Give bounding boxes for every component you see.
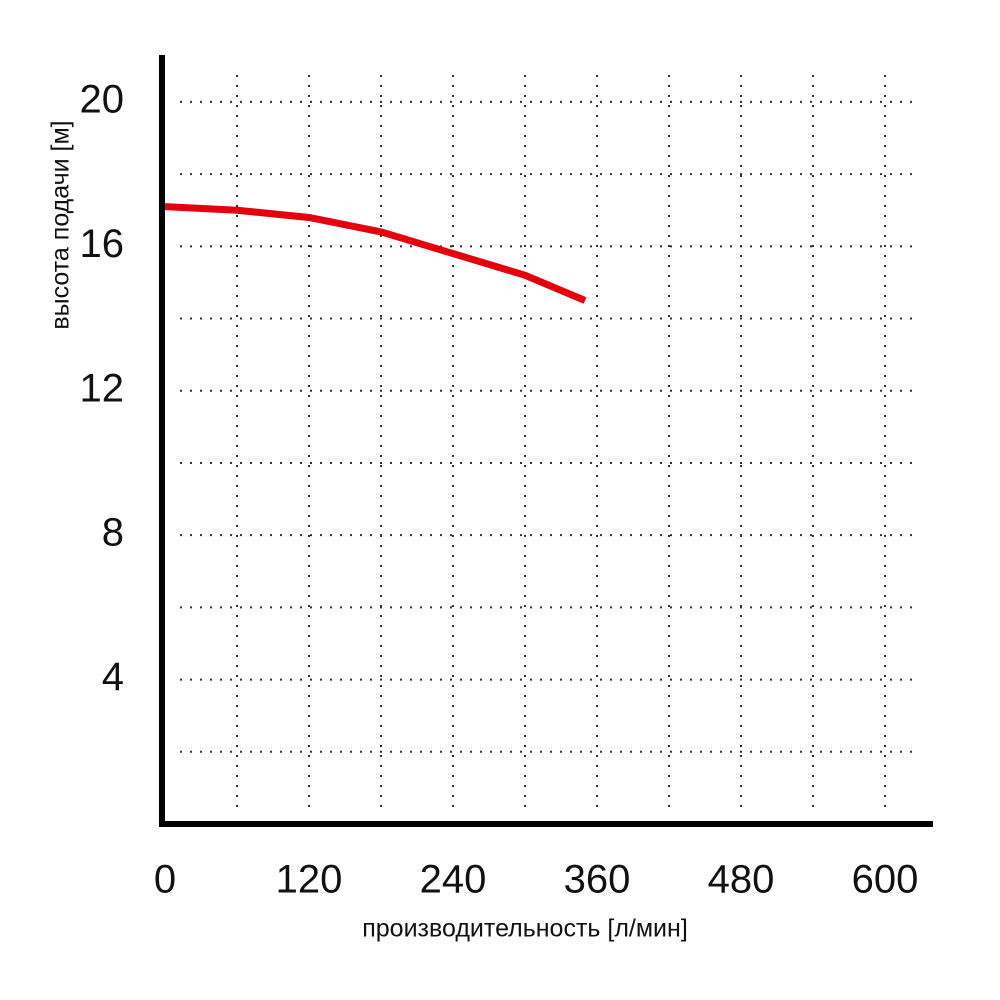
x-tick-label: 480 [708, 858, 775, 902]
x-tick-label: 360 [564, 858, 631, 902]
x-tick-label: 0 [154, 858, 176, 902]
y-tick-label: 8 [102, 511, 124, 555]
y-tick-label: 16 [80, 222, 125, 266]
x-tick-label: 240 [420, 858, 487, 902]
line-series [164, 203, 587, 304]
x-tick-label: 120 [276, 858, 343, 902]
x-axis-title: производительность [л/мин] [362, 915, 688, 943]
y-tick-label: 12 [80, 366, 125, 410]
y-tick-label: 20 [80, 77, 125, 121]
x-tick-label: 600 [852, 858, 919, 902]
y-axis-title: высота подачи [м] [47, 120, 75, 329]
y-tick-label: 4 [102, 655, 124, 699]
